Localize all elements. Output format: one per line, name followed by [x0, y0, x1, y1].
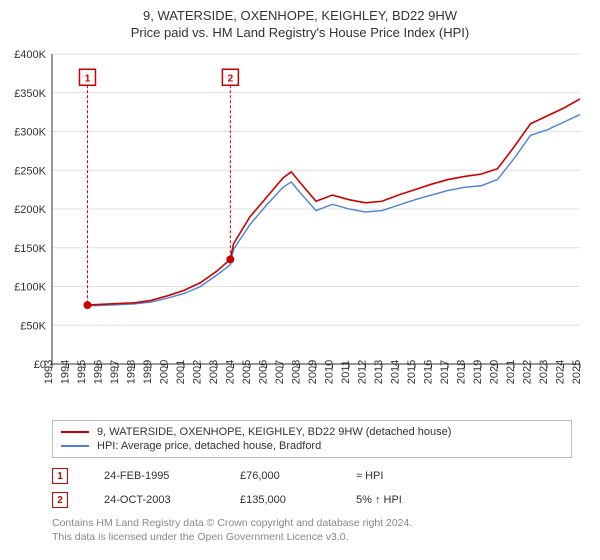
- sale-row: 2 24-OCT-2003 £135,000 5% ↑ HPI: [52, 488, 572, 512]
- x-tick-label: 1997: [109, 360, 121, 384]
- x-tick-label: 2025: [571, 360, 583, 384]
- x-tick-label: 2009: [307, 360, 319, 384]
- x-tick-label: 2014: [390, 360, 402, 384]
- legend-swatch: [61, 445, 89, 447]
- y-tick-label: £100K: [14, 282, 46, 294]
- sale-marker-number: 1: [85, 73, 91, 84]
- x-tick-label: 2018: [456, 360, 468, 384]
- sales-table: 1 24-FEB-1995 £76,000 ≈ HPI 2 24-OCT-2003 £135…: [52, 464, 572, 512]
- sale-point: [83, 301, 91, 309]
- legend-row: 9, WATERSIDE, OXENHOPE, KEIGHLEY, BD22 9…: [61, 425, 563, 439]
- title-main: 9, WATERSIDE, OXENHOPE, KEIGHLEY, BD22 9…: [10, 8, 590, 23]
- sale-row-marker: 1: [52, 468, 68, 484]
- series-price_paid: [87, 99, 580, 305]
- x-tick-label: 1995: [76, 360, 88, 384]
- footer-line-1: Contains HM Land Registry data © Crown c…: [52, 516, 572, 530]
- chart: £0£50K£100K£150K£200K£250K£300K£350K£400…: [0, 44, 600, 414]
- x-tick-label: 2023: [538, 360, 550, 384]
- x-tick-label: 2008: [291, 360, 303, 384]
- x-tick-label: 2000: [159, 360, 171, 384]
- y-tick-label: £200K: [14, 204, 46, 216]
- sale-date: 24-OCT-2003: [104, 494, 204, 506]
- x-tick-label: 2006: [258, 360, 270, 384]
- y-tick-label: £350K: [14, 88, 46, 100]
- y-tick-label: £150K: [14, 243, 46, 255]
- legend-label: 9, WATERSIDE, OXENHOPE, KEIGHLEY, BD22 9…: [97, 426, 451, 438]
- x-tick-label: 2024: [555, 360, 567, 384]
- sale-row: 1 24-FEB-1995 £76,000 ≈ HPI: [52, 464, 572, 488]
- sale-point: [226, 255, 234, 263]
- x-tick-label: 2020: [489, 360, 501, 384]
- x-tick-label: 1996: [93, 360, 105, 384]
- sale-marker-number: 2: [228, 73, 234, 84]
- legend: 9, WATERSIDE, OXENHOPE, KEIGHLEY, BD22 9…: [52, 420, 572, 458]
- x-tick-label: 2004: [225, 360, 237, 384]
- x-tick-label: 2015: [406, 360, 418, 384]
- x-tick-label: 2019: [472, 360, 484, 384]
- series-hpi: [87, 114, 580, 305]
- x-tick-label: 2010: [324, 360, 336, 384]
- y-tick-label: £400K: [14, 49, 46, 61]
- y-tick-label: £300K: [14, 127, 46, 139]
- x-tick-label: 1993: [43, 360, 55, 384]
- sale-date: 24-FEB-1995: [104, 470, 204, 482]
- sale-price: £135,000: [240, 494, 320, 506]
- x-tick-label: 2005: [241, 360, 253, 384]
- x-tick-label: 2017: [439, 360, 451, 384]
- legend-row: HPI: Average price, detached house, Brad…: [61, 439, 563, 453]
- x-tick-label: 2012: [357, 360, 369, 384]
- x-tick-label: 2001: [175, 360, 187, 384]
- chart-svg: £0£50K£100K£150K£200K£250K£300K£350K£400…: [0, 44, 600, 414]
- title-block: 9, WATERSIDE, OXENHOPE, KEIGHLEY, BD22 9…: [0, 0, 600, 44]
- y-tick-label: £250K: [14, 165, 46, 177]
- footer: Contains HM Land Registry data © Crown c…: [52, 516, 572, 544]
- sale-price: £76,000: [240, 470, 320, 482]
- x-tick-label: 2007: [274, 360, 286, 384]
- footer-line-2: This data is licensed under the Open Gov…: [52, 530, 572, 544]
- x-tick-label: 1994: [60, 360, 72, 384]
- x-tick-label: 2002: [192, 360, 204, 384]
- x-tick-label: 2021: [505, 360, 517, 384]
- x-tick-label: 2016: [423, 360, 435, 384]
- legend-label: HPI: Average price, detached house, Brad…: [97, 440, 321, 452]
- x-tick-label: 2003: [208, 360, 220, 384]
- sale-delta: 5% ↑ HPI: [356, 494, 436, 506]
- x-tick-label: 1998: [126, 360, 138, 384]
- legend-swatch: [61, 431, 89, 433]
- x-tick-label: 2022: [522, 360, 534, 384]
- y-tick-label: £50K: [20, 320, 46, 332]
- x-tick-label: 1999: [142, 360, 154, 384]
- sale-row-marker: 2: [52, 492, 68, 508]
- title-sub: Price paid vs. HM Land Registry's House …: [10, 25, 590, 40]
- sale-delta: ≈ HPI: [356, 470, 436, 482]
- x-tick-label: 2013: [373, 360, 385, 384]
